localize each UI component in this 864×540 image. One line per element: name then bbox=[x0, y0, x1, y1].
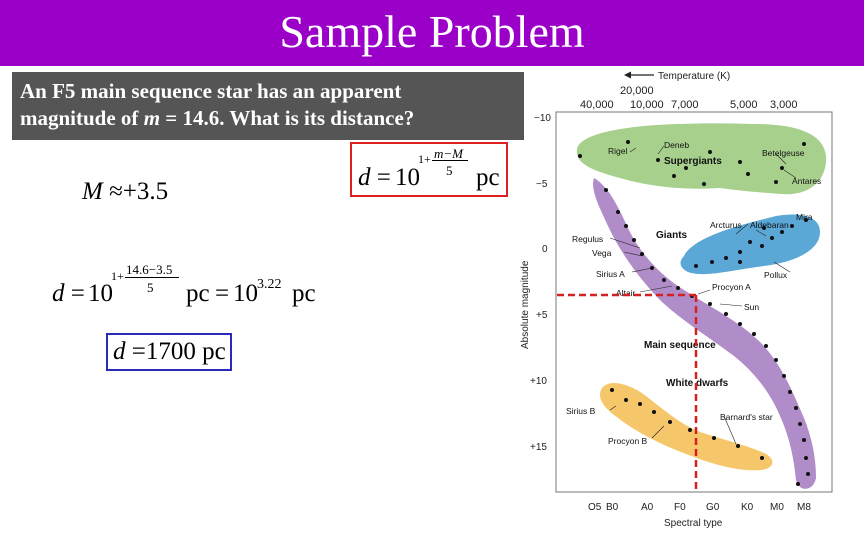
star-label: Arcturus bbox=[710, 220, 742, 230]
temperature-axis-title: Temperature (K) bbox=[658, 71, 730, 82]
supergiants-region bbox=[576, 123, 827, 195]
question-line-2: magnitude of m = 14.6. What is its dista… bbox=[20, 105, 516, 132]
question-variable: m bbox=[143, 106, 161, 130]
region-label-main-sequence: Main sequence bbox=[644, 340, 716, 351]
formula-unit: pc bbox=[476, 164, 500, 191]
star-label: Sirius A bbox=[596, 269, 625, 279]
magnitude-axis-title: Absolute magnitude bbox=[520, 260, 531, 349]
slide-title: Sample Problem bbox=[279, 6, 585, 57]
star-label: Antares bbox=[792, 176, 821, 186]
step2-exp2: 3.22 bbox=[257, 277, 282, 292]
step2-lhs: d = bbox=[52, 280, 85, 307]
star-dots bbox=[578, 140, 810, 486]
spectral-tick-label: O5 bbox=[588, 502, 602, 513]
temp-tick-label: 3,000 bbox=[770, 99, 798, 111]
star-label: Altair bbox=[616, 288, 636, 298]
step2-fraction-bar bbox=[125, 277, 179, 278]
temp-tick-label: 20,000 bbox=[620, 85, 654, 97]
star-label: Rigel bbox=[608, 146, 627, 156]
star-label: Vega bbox=[592, 248, 612, 258]
spectral-axis-title: Spectral type bbox=[664, 518, 723, 529]
star-label: Pollux bbox=[764, 270, 788, 280]
temperature-axis: Temperature (K) 40,000 20,000 10,000 7,0… bbox=[580, 71, 798, 111]
star-label: Procyon A bbox=[712, 282, 751, 292]
temp-tick-label: 10,000 bbox=[630, 99, 664, 111]
spectral-axis: O5 B0 A0 F0 G0 K0 M0 M8 Spectral type bbox=[588, 502, 811, 529]
mag-tick-label: +5 bbox=[536, 310, 548, 321]
mag-tick-label: −10 bbox=[534, 113, 551, 124]
formula-exp-prefix: 1+ bbox=[418, 152, 431, 166]
answer: d =1700 pc bbox=[113, 338, 226, 365]
spectral-tick-label: M0 bbox=[770, 502, 784, 513]
temp-tick-label: 40,000 bbox=[580, 99, 614, 111]
step2-denominator: 5 bbox=[147, 280, 154, 295]
region-label-white-dwarfs: White dwarfs bbox=[666, 378, 729, 389]
star-label: Mira bbox=[796, 212, 813, 222]
step2-numerator: 14.6−3.5 bbox=[126, 262, 173, 277]
question-text: magnitude of bbox=[20, 106, 144, 130]
giants-region bbox=[680, 214, 820, 275]
guide-lines bbox=[557, 293, 698, 492]
formula-denominator: 5 bbox=[446, 163, 453, 178]
magnitude-axis: Absolute magnitude −10 −5 0 +5 +10 +15 bbox=[520, 113, 551, 453]
mag-tick-label: +10 bbox=[530, 376, 547, 387]
star-label: Sun bbox=[744, 302, 759, 312]
mag-tick-label: +15 bbox=[530, 442, 547, 453]
step2-base: 10 bbox=[88, 280, 113, 307]
main-sequence-region bbox=[593, 178, 816, 489]
region-label-giants: Giants bbox=[656, 230, 688, 241]
step-absolute-magnitude: M ≈+3.5 bbox=[82, 178, 169, 205]
star-label: Betelgeuse bbox=[762, 148, 805, 158]
hr-diagram: Temperature (K) 40,000 20,000 10,000 7,0… bbox=[520, 71, 833, 529]
temp-tick-label: 5,000 bbox=[730, 99, 758, 111]
question-line-1: An F5 main sequence star has an apparent bbox=[20, 79, 402, 103]
step2-unit: pc bbox=[186, 280, 210, 307]
spectral-tick-label: B0 bbox=[606, 502, 619, 513]
star-label: Aldebaran bbox=[750, 220, 789, 230]
step2-exp-prefix: 1+ bbox=[111, 269, 124, 283]
formula-box bbox=[350, 142, 508, 197]
region-label-supergiants: Supergiants bbox=[664, 156, 722, 167]
star-label: Regulus bbox=[572, 234, 603, 244]
star-label: Sirius B bbox=[566, 406, 596, 416]
question-text-end: = 14.6. What is its distance? bbox=[160, 106, 415, 130]
spectral-tick-label: K0 bbox=[741, 502, 754, 513]
leader-lines bbox=[609, 145, 797, 445]
mag-tick-label: −5 bbox=[536, 179, 548, 190]
question-box: An F5 main sequence star has an apparent… bbox=[12, 72, 524, 140]
step2-eq2: = bbox=[215, 280, 230, 307]
formula-lhs: d = bbox=[358, 164, 391, 191]
star-label: Deneb bbox=[664, 140, 689, 150]
formula-fraction-bar bbox=[432, 160, 468, 161]
step2-unit2: pc bbox=[292, 280, 316, 307]
mag-tick-label: 0 bbox=[542, 244, 548, 255]
formula-numerator: m−M bbox=[434, 146, 463, 161]
answer-box bbox=[106, 333, 232, 371]
spectral-tick-label: A0 bbox=[641, 502, 654, 513]
formula-base: 10 bbox=[395, 164, 420, 191]
star-labels: Rigel Deneb Betelgeuse Antares Regulus V… bbox=[566, 140, 821, 446]
star-label: Barnard's star bbox=[720, 412, 773, 422]
step2-base2: 10 bbox=[233, 280, 258, 307]
star-label: Procyon B bbox=[608, 436, 648, 446]
spectral-tick-label: M8 bbox=[797, 502, 811, 513]
temp-tick-label: 7,000 bbox=[671, 99, 699, 111]
title-bar bbox=[0, 0, 864, 66]
spectral-tick-label: G0 bbox=[706, 502, 720, 513]
spectral-tick-label: F0 bbox=[674, 502, 686, 513]
white-dwarfs-region bbox=[599, 382, 773, 471]
